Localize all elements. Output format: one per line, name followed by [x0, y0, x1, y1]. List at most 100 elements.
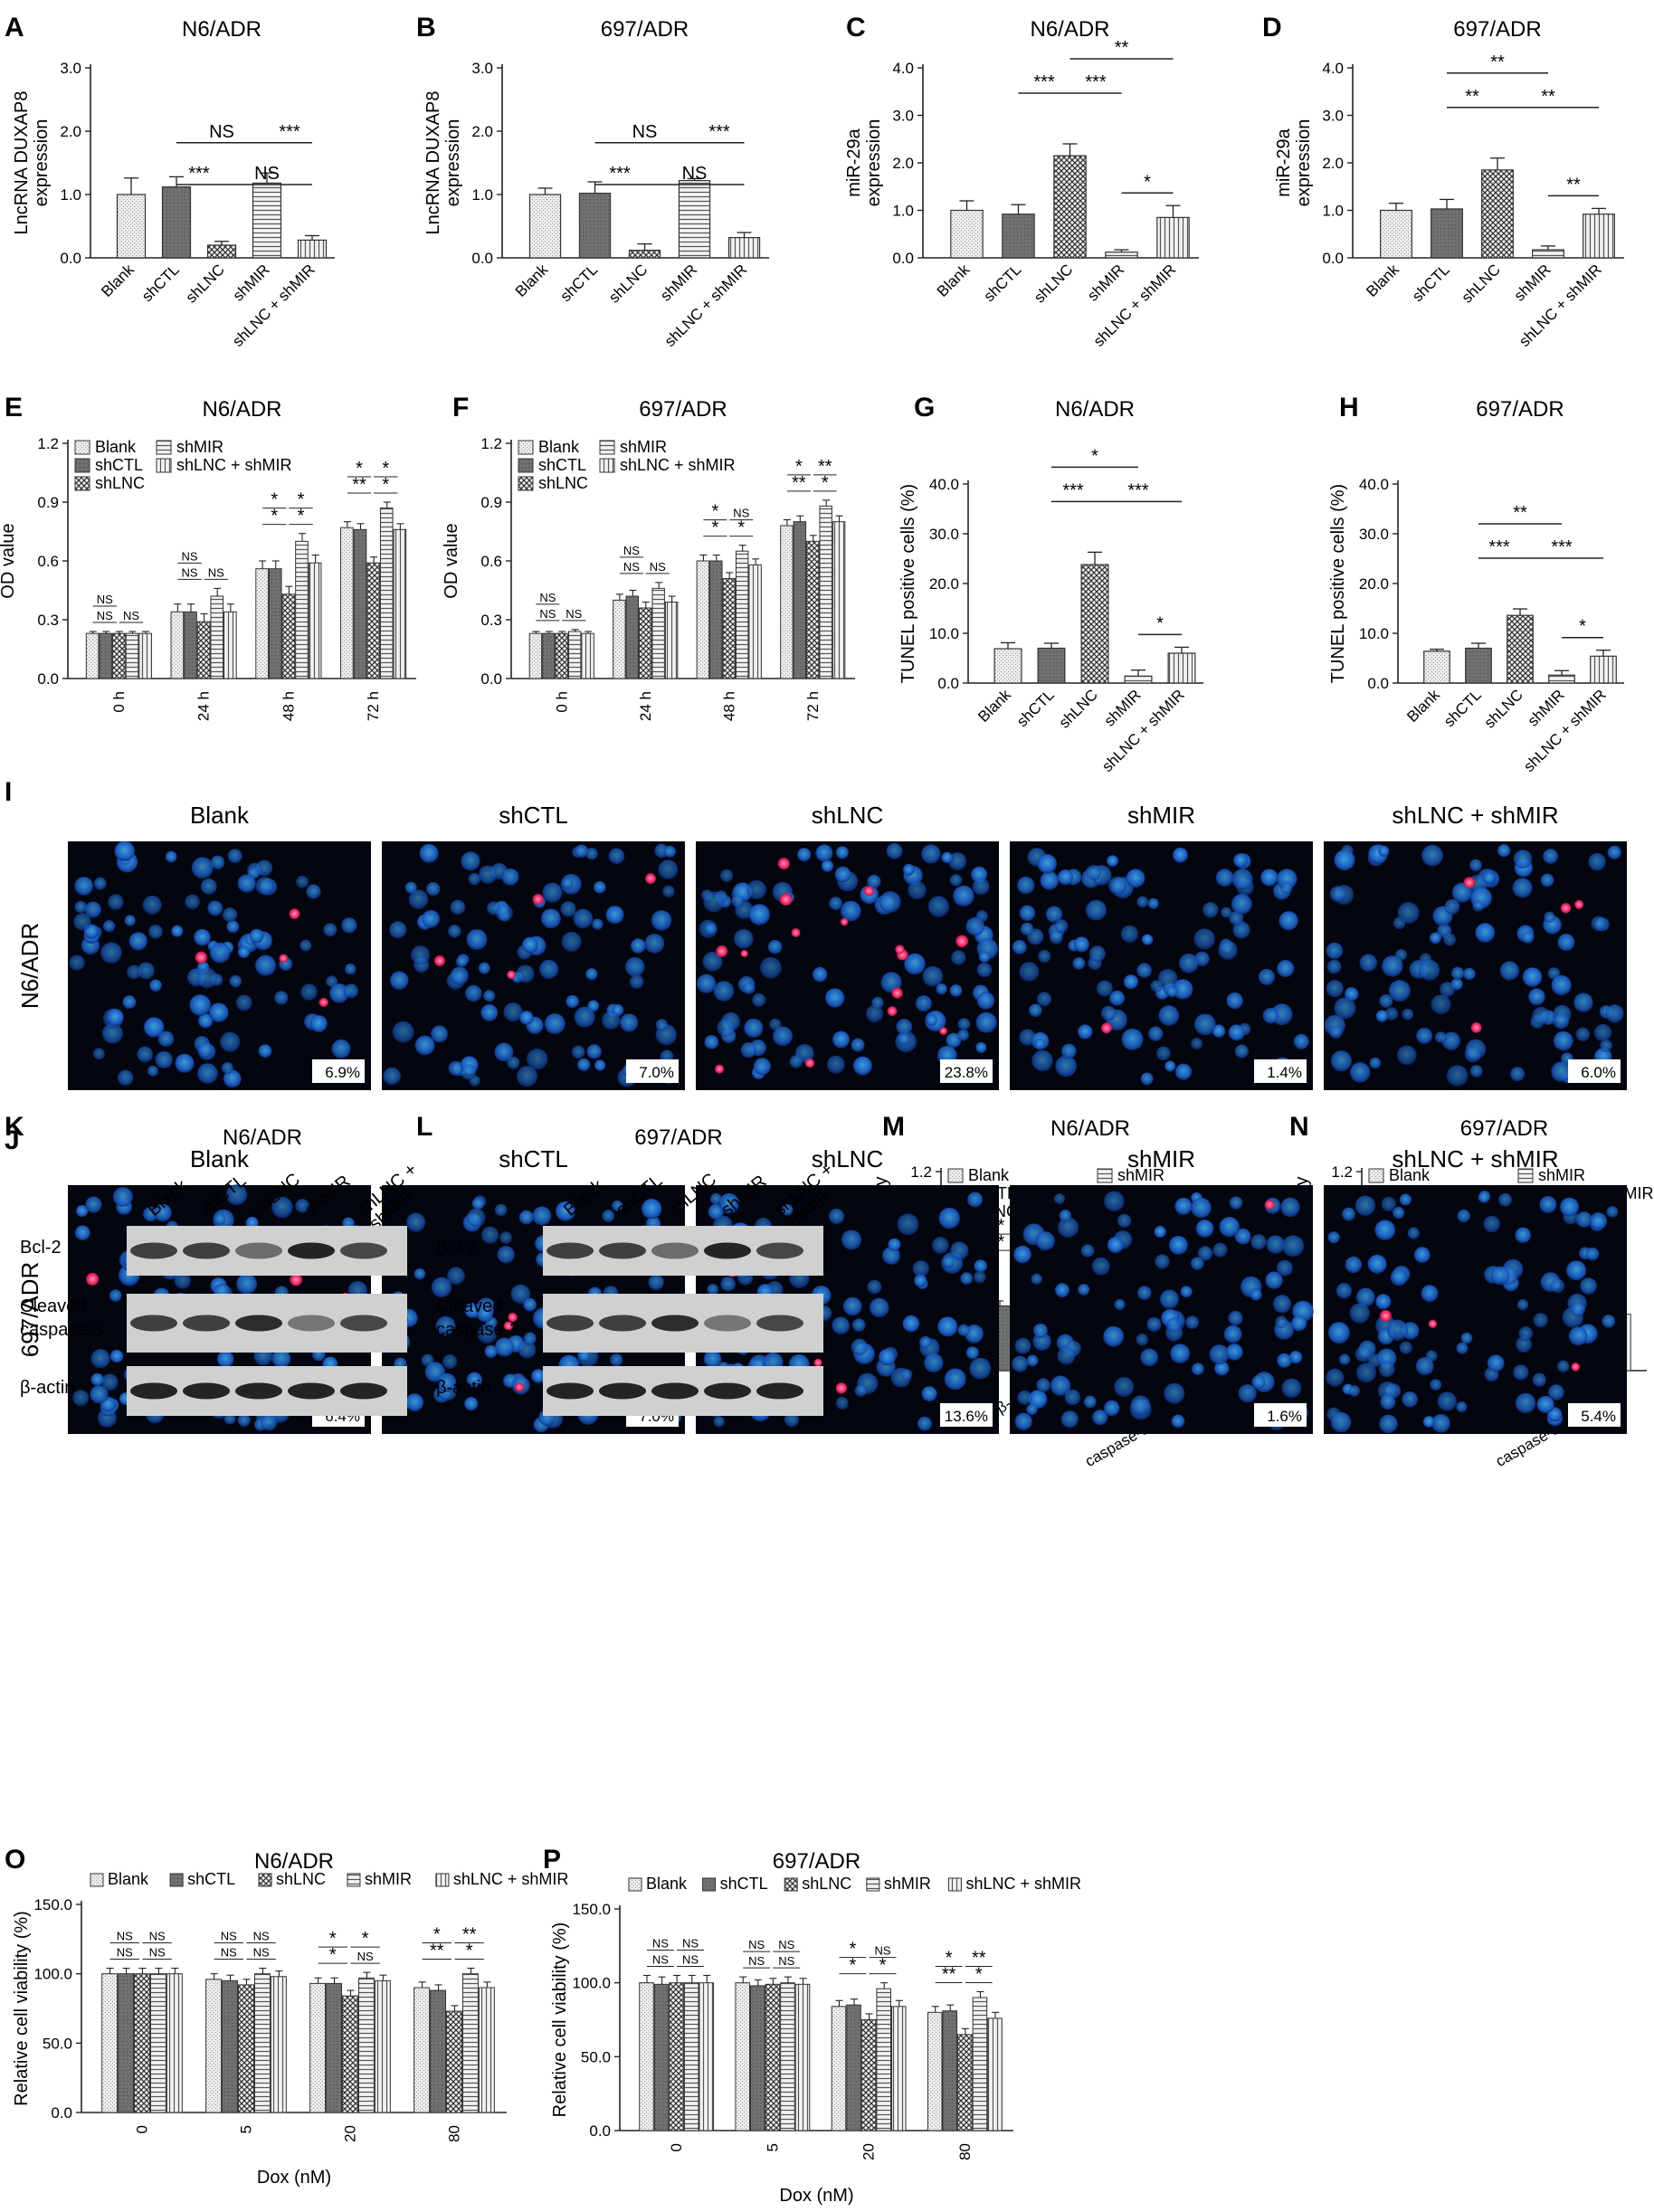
nucleus: [1566, 1260, 1587, 1281]
nucleus: [1275, 1315, 1288, 1328]
nucleus: [1472, 900, 1485, 912]
nucleus: [1456, 1401, 1468, 1413]
row-label: 697/ADR: [16, 1262, 43, 1358]
nucleus: [1571, 1302, 1586, 1317]
chart-title: N6/ADR: [182, 17, 261, 42]
nucleus: [917, 1416, 932, 1431]
bar-shlnc: [957, 2034, 973, 2131]
panel-label: I: [5, 777, 12, 807]
nucleus: [497, 1246, 515, 1264]
nucleus: [331, 1039, 351, 1059]
blot-band: [599, 1382, 646, 1400]
nucleus: [1265, 1271, 1283, 1289]
nucleus: [1033, 1323, 1048, 1338]
nucleus: [1198, 1246, 1213, 1261]
nucleus: [1232, 921, 1250, 939]
bar-blank: [927, 2011, 943, 2131]
nucleus: [1413, 1247, 1431, 1263]
nucleus: [630, 938, 646, 954]
nucleus: [1282, 1235, 1305, 1258]
nucleus: [1418, 959, 1440, 981]
y-tick-label: 0.3: [480, 612, 502, 629]
legend-swatch: [599, 440, 615, 455]
nucleus: [442, 1354, 458, 1370]
y-tick-label: 1.0: [1322, 203, 1344, 220]
nucleus: [946, 1032, 962, 1049]
x-tick-label: Blank: [1363, 261, 1402, 300]
bar-shlnc-shmir: [270, 1976, 287, 2113]
nucleus: [1166, 1317, 1182, 1333]
nucleus: [842, 1296, 862, 1316]
apoptotic-cell: [804, 1058, 815, 1068]
sig-label: NS: [682, 164, 708, 184]
nucleus: [1355, 1345, 1372, 1362]
blot-band: [183, 1315, 230, 1332]
sig-label: **: [1115, 38, 1129, 58]
bar-shmir: [735, 550, 749, 679]
nucleus: [662, 885, 675, 898]
nucleus: [414, 1267, 426, 1280]
nucleus: [922, 965, 944, 987]
panel-label: H: [1339, 393, 1359, 422]
nucleus: [468, 872, 480, 886]
nucleus: [1192, 1362, 1204, 1375]
x-tick-label: Blank: [512, 261, 552, 300]
nucleus: [1171, 1414, 1185, 1429]
nucleus: [835, 1396, 849, 1410]
nucleus: [1528, 988, 1545, 1006]
apoptotic-cell: [503, 1321, 513, 1331]
sig-label: **: [1566, 175, 1581, 195]
apoptotic-cell: [887, 1006, 898, 1016]
bar-shlnc: [342, 1995, 358, 2113]
nucleus: [329, 983, 349, 1003]
apoptotic-cell: [1264, 1200, 1275, 1210]
nucleus: [1422, 1416, 1435, 1428]
sig-label: **: [352, 475, 366, 495]
nucleus: [1421, 1285, 1439, 1303]
nucleus: [1215, 869, 1234, 888]
nucleus: [494, 1042, 514, 1062]
nucleus: [658, 859, 679, 880]
nucleus: [882, 1247, 900, 1265]
nucleus: [1012, 940, 1027, 954]
nucleus: [1460, 1332, 1473, 1344]
panel-label: G: [914, 393, 935, 422]
nucleus: [1055, 1055, 1077, 1078]
y-tick-label: 1.0: [60, 186, 81, 204]
sig-label: *: [795, 457, 803, 477]
nucleus: [225, 1183, 248, 1206]
nucleus: [1103, 1325, 1125, 1347]
nucleus: [466, 1372, 482, 1388]
nucleus: [921, 844, 941, 864]
x-tick-label: shMIR: [230, 261, 273, 304]
apoptotic-cell: [955, 935, 968, 948]
nucleus: [975, 1041, 987, 1053]
bar-shlnc-shmir: [374, 1979, 391, 2113]
nucleus: [1195, 1220, 1214, 1238]
nucleus: [734, 928, 754, 949]
nucleus: [879, 1348, 896, 1366]
bar-shctl: [161, 186, 192, 259]
nucleus: [585, 968, 598, 981]
micrograph-title: shLNC + shMIR: [1392, 1145, 1558, 1172]
nucleus: [73, 913, 91, 931]
nucleus: [1059, 1210, 1071, 1222]
nucleus: [1229, 1196, 1243, 1210]
legend-label: Blank: [646, 1875, 688, 1893]
nucleus: [1330, 1411, 1352, 1433]
nucleus: [137, 1046, 153, 1063]
panel-label: M: [882, 1112, 905, 1142]
bar-shmir: [295, 540, 309, 679]
micrograph-title: shCTL: [499, 802, 568, 829]
nucleus: [1180, 1286, 1193, 1298]
nucleus: [249, 928, 264, 944]
nucleus: [1369, 1057, 1382, 1069]
bar-shmir: [972, 1997, 988, 2131]
nucleus: [235, 994, 252, 1011]
bar-shlnc-shmir: [699, 1982, 715, 2131]
nucleus: [390, 971, 409, 990]
blot-band: [130, 1242, 177, 1259]
sig-label: *: [271, 507, 278, 527]
bar-shlnc: [860, 2019, 877, 2131]
